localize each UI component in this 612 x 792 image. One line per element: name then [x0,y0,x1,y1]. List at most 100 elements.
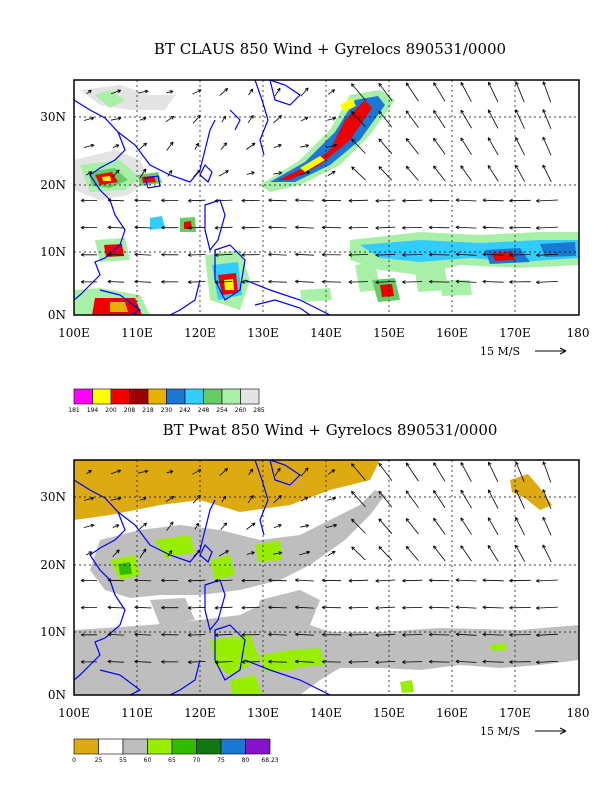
wind-vector [139,548,147,559]
wind-vector [273,144,282,149]
lon-label: 150E [373,706,405,720]
wind-vector [509,660,531,664]
wind-vector [187,605,206,610]
colorbar-label: 242 [179,407,191,414]
lon-label: 100E [58,706,90,720]
wind-vector [433,110,446,129]
wind-vector [378,110,393,128]
wind-vector [134,225,152,230]
wind-vector [274,87,281,97]
wind-vector [300,467,309,477]
wind-vector [536,606,558,610]
wind-vector [110,469,122,475]
wind-vector [86,89,92,95]
wind-vector [509,252,531,257]
wind-vector [268,225,287,230]
colorbar-label: 194 [87,407,99,414]
wind-vector [405,462,419,482]
wind-vector [83,143,95,148]
wind-vector [241,605,260,610]
lon-label: 160E [436,706,468,720]
wind-vector [321,252,342,257]
wind-vector [428,252,450,257]
wind-vector [378,82,393,102]
lat-label: 10N [40,625,66,639]
wind-vector [165,496,175,503]
wind-vector [428,632,450,637]
wind-vector [455,659,477,664]
colorbar-swatch [221,388,241,405]
lon-label: 180 [567,706,590,720]
wind-vector [167,169,173,177]
wind-vector [273,551,283,555]
wind-vector [300,496,309,502]
lon-label: 160E [436,326,468,340]
wind-vector [405,110,419,128]
wind-vector [321,198,342,203]
wind-vector [433,82,446,102]
wind-vector [214,606,233,610]
colorbar-label: 60 [144,757,152,764]
wind-vector [80,660,97,664]
lon-label: 100E [58,326,90,340]
lat-label: 20N [40,178,66,192]
wind-vector [321,225,342,230]
panel-title: BT CLAUS 850 Wind + Gyrelocs 890531/0000 [154,40,506,58]
wind-vector [161,279,179,284]
wind-vector [295,578,314,583]
wind-vector [402,605,423,610]
colorbar-label: 218 [142,407,154,414]
wind-vector [86,469,92,475]
wind-vector [515,164,526,182]
wind-vector [80,632,97,637]
wind-vector [192,89,202,95]
wind-vector [542,544,552,563]
wind-vector [165,116,175,123]
wind-vector [351,138,366,154]
wind-vector [80,578,97,583]
wind-vector [187,578,206,583]
wind-vector [187,253,206,257]
wind-vector [375,280,396,285]
wind-vector [327,469,336,475]
wind-vector [295,632,314,637]
wind-vector [542,109,552,130]
wind-vector [542,164,552,183]
wind-vector [542,489,552,510]
wind-vector [83,116,95,121]
wind-vector [295,279,314,284]
wind-vector [455,279,477,284]
wind-vector [487,164,499,182]
wind-vector [351,83,366,101]
wind-vector [134,279,152,284]
wind-vector [428,605,450,610]
wind-vector [536,660,558,665]
wind-vector [542,136,552,156]
colorbar-label: 70 [193,757,201,764]
wind-vector [219,88,229,96]
wind-vector [455,632,477,637]
wind-vector [274,467,281,477]
wind-vector [375,578,396,583]
wind-vector [268,659,287,664]
wind-vector [348,198,369,203]
map-frame [73,459,580,696]
wind-vector [134,578,152,583]
colorbar: 181 194 200 208 218 230 242 248 254 260 285 [68,388,265,414]
wind-vector [220,142,228,151]
plot-border [73,459,580,696]
wind-vector [107,659,125,664]
wind-vector [241,198,260,203]
wind-vector [137,89,149,94]
colorbar-swatch [129,388,149,405]
wind-vector [378,166,393,181]
wind-vector [509,578,531,583]
wind-vector [348,633,369,637]
wind-vector [327,89,336,95]
wind-vector [321,279,342,284]
wind-vector [295,198,314,203]
wind-vector [428,225,450,230]
wind-vector [112,524,120,528]
wind-vector [482,605,504,610]
